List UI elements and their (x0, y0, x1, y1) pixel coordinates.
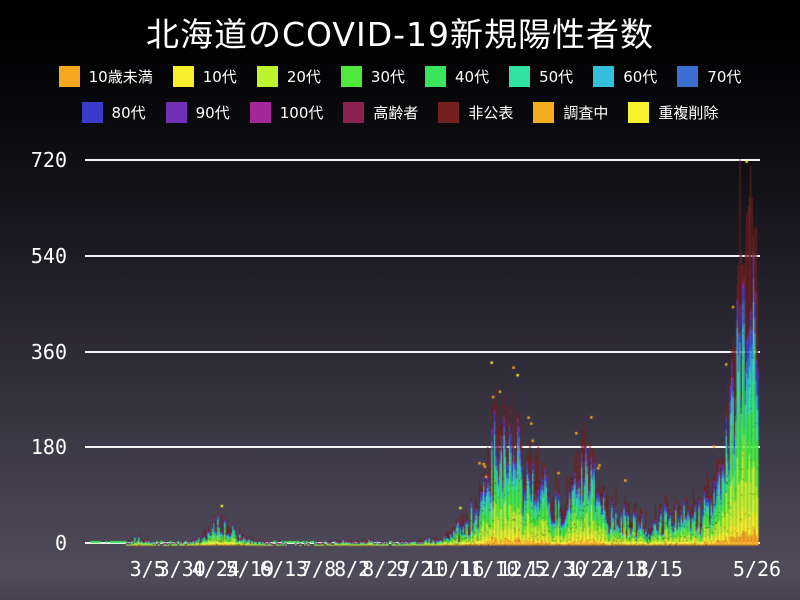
x-axis-label-12-30: 12/30 (526, 557, 587, 581)
legend-label-40s: 40代 (455, 68, 490, 86)
legend-swatch-under10 (58, 66, 80, 87)
legend-label-90s: 90代 (195, 104, 230, 122)
y-axis-label-360: 360 (30, 340, 67, 364)
x-axis-label-1-24: 1/24 (566, 557, 615, 581)
legend-item-70s: 70代 (677, 66, 741, 87)
legend-label-70s: 70代 (707, 68, 742, 86)
legend-item-duplicate-removed: 重複削除 (628, 102, 718, 123)
legend-label-10s: 10代 (202, 68, 237, 86)
legend-swatch-undisclosed (438, 102, 460, 123)
legend-label-100s: 100代 (279, 104, 324, 122)
chart-title: 北海道のCOVID-19新規陽性者数 (145, 15, 655, 54)
x-axis-label-9-21: 9/21 (396, 557, 445, 581)
legend-swatch-80s (81, 102, 103, 123)
y-axis-label-0: 0 (54, 531, 67, 555)
legend-swatch-40s (425, 66, 446, 87)
legend-swatch-investigating (533, 102, 555, 123)
legend-label-undisclosed: 非公表 (468, 104, 514, 122)
legend-swatch-20s (256, 66, 278, 87)
x-axis-label-7-8: 7/8 (300, 557, 337, 581)
legend-item-30s: 30代 (340, 66, 405, 87)
legend-swatch-70s (677, 66, 699, 87)
legend-item-investigating: 調査中 (533, 102, 608, 123)
legend-swatch-50s (509, 66, 531, 87)
legend-item-40s: 40代 (425, 66, 489, 87)
chart-canvas (85, 150, 763, 550)
x-axis-label-8-27: 8/27 (362, 557, 411, 581)
y-axis-label-720: 720 (30, 148, 67, 172)
legend-label-20s: 20代 (286, 68, 321, 86)
legend-item-10s: 10代 (172, 66, 237, 87)
legend-swatch-duplicate-removed (628, 102, 650, 123)
legend-row-2: 80代 90代 100代 高齢者 非公表 調査中 重複削除 (0, 102, 800, 123)
x-axis-label-10-16: 10/16 (424, 557, 485, 581)
x-axis-label-8-2: 8/2 (334, 557, 371, 581)
x-axis-label-11-10: 11/10 (458, 557, 519, 581)
legend-item-undisclosed: 非公表 (438, 102, 513, 123)
legend-label-80s: 80代 (111, 104, 146, 122)
x-axis-label-5-26: 5/26 (732, 557, 782, 581)
legend-label-60s: 60代 (623, 68, 658, 86)
legend-swatch-10s (172, 66, 194, 87)
legend-swatch-30s (340, 66, 362, 87)
x-axis-label-3-5: 3/5 (129, 557, 166, 581)
x-axis-label-5-19: 5/19 (225, 557, 275, 581)
legend-swatch-100s (249, 102, 271, 123)
legend-label-30s: 30代 (370, 68, 405, 86)
x-axis-label-4-24: 4/24 (191, 557, 240, 581)
legend-item-under10: 10歳未満 (58, 66, 153, 87)
legend-item-80s: 80代 (81, 102, 146, 123)
legend-item-50s: 50代 (509, 66, 573, 87)
x-axis-label-6-13: 6/13 (259, 557, 309, 581)
legend-label-50s: 50代 (539, 68, 574, 86)
legend-label-duplicate-removed: 重複削除 (658, 104, 719, 122)
legend-swatch-60s (593, 66, 615, 87)
y-axis-label-180: 180 (30, 435, 67, 459)
legend-item-100s: 100代 (249, 102, 324, 123)
legend-label-investigating: 調査中 (563, 104, 609, 122)
legend-swatch-elderly (343, 102, 365, 123)
y-axis-label-540: 540 (30, 244, 67, 268)
legend-item-90s: 90代 (165, 102, 230, 123)
legend-item-60s: 60代 (593, 66, 657, 87)
x-axis-label-3-30: 3/30 (157, 557, 206, 581)
x-axis-label-2-18: 2/18 (600, 557, 649, 581)
legend-label-elderly: 高齢者 (373, 104, 419, 122)
legend-row-1: 10歳未満 10代 20代 30代 40代 50代 60代 70代 (0, 66, 800, 87)
x-axis-label-12-5: 12/5 (498, 557, 547, 581)
legend-item-elderly: 高齢者 (343, 102, 418, 123)
legend-swatch-90s (165, 102, 187, 123)
legend-label-under10: 10歳未満 (88, 68, 153, 86)
x-axis-label-3-15: 3/15 (634, 557, 683, 581)
legend-item-20s: 20代 (256, 66, 321, 87)
